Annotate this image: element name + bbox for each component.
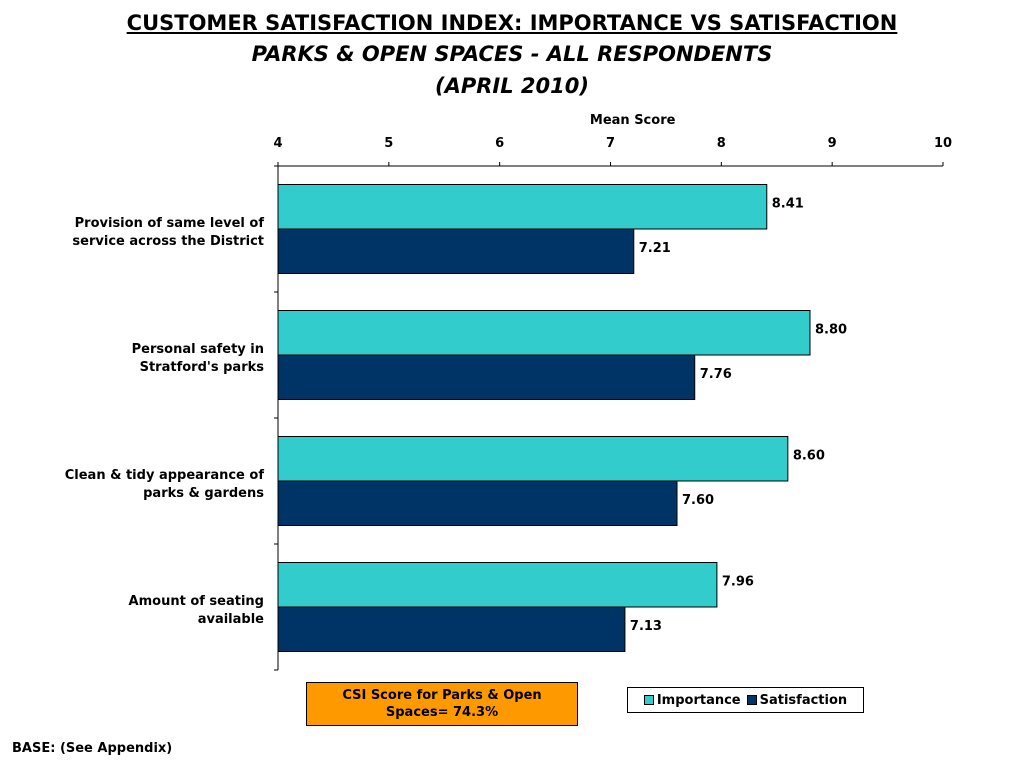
category-label-line: Clean & tidy appearance of bbox=[65, 468, 265, 483]
category-label-line: available bbox=[198, 612, 264, 627]
x-tick-label: 5 bbox=[384, 136, 393, 151]
category-label: Clean & tidy appearance of parks & garden… bbox=[65, 468, 265, 501]
category-label-line: Personal safety in bbox=[132, 342, 264, 357]
legend-swatch-importance bbox=[643, 695, 654, 705]
title-block: CUSTOMER SATISFACTION INDEX: IMPORTANCE … bbox=[0, 8, 1024, 102]
bar-satisfaction bbox=[277, 354, 696, 400]
legend: Importance Satisfaction bbox=[627, 687, 864, 713]
category-label: Personal safety in Stratford's parks bbox=[132, 342, 265, 375]
csi-score-box: CSI Score for Parks & Open Spaces= 74.3% bbox=[306, 682, 578, 726]
legend-label-satisfaction: Satisfaction bbox=[759, 692, 848, 708]
legend-item-importance: Importance bbox=[643, 692, 741, 708]
x-tick-label: 4 bbox=[273, 136, 282, 151]
data-label: 8.80 bbox=[815, 323, 847, 338]
bar-satisfaction bbox=[277, 228, 635, 274]
data-label: 7.60 bbox=[682, 493, 714, 508]
bar-importance bbox=[277, 184, 768, 230]
x-axis-title: Mean Score bbox=[590, 113, 676, 128]
data-label: 7.13 bbox=[630, 619, 662, 634]
x-tick-label: 6 bbox=[495, 136, 504, 151]
x-tick-label: 9 bbox=[828, 136, 837, 151]
x-tick-label: 8 bbox=[717, 136, 726, 151]
chart-title: CUSTOMER SATISFACTION INDEX: IMPORTANCE … bbox=[126, 11, 898, 35]
category-label-line: service across the District bbox=[72, 234, 264, 249]
legend-label-importance: Importance bbox=[656, 692, 741, 708]
chart-date: (APRIL 2010) bbox=[435, 74, 589, 98]
base-note: BASE: (See Appendix) bbox=[12, 741, 173, 756]
legend-swatch-satisfaction bbox=[746, 695, 757, 705]
bar-importance bbox=[277, 310, 811, 356]
chart-subtitle: PARKS & OPEN SPACES - ALL RESPONDENTS bbox=[251, 42, 773, 66]
bar-importance bbox=[277, 436, 789, 482]
category-label: Provision of same level of service across… bbox=[72, 216, 264, 249]
bar-satisfaction bbox=[277, 480, 678, 526]
csi-score-line2: Spaces= 74.3% bbox=[385, 705, 499, 720]
legend-item-satisfaction: Satisfaction bbox=[746, 692, 848, 708]
data-label: 7.76 bbox=[700, 367, 732, 382]
category-label: Amount of seating available bbox=[129, 594, 265, 627]
bar-satisfaction bbox=[277, 606, 626, 652]
x-tick-label: 7 bbox=[606, 136, 615, 151]
category-label-line: parks & gardens bbox=[143, 486, 264, 501]
data-label: 8.41 bbox=[772, 197, 804, 212]
x-tick-label: 10 bbox=[934, 136, 952, 151]
category-label-line: Amount of seating bbox=[129, 594, 264, 609]
category-label-line: Provision of same level of bbox=[75, 216, 265, 231]
data-label: 7.21 bbox=[639, 241, 671, 256]
csi-score-line1: CSI Score for Parks & Open bbox=[342, 688, 542, 703]
data-label: 7.96 bbox=[722, 575, 754, 590]
data-label: 8.60 bbox=[793, 449, 825, 464]
bar-importance bbox=[277, 562, 718, 608]
category-label-line: Stratford's parks bbox=[140, 360, 265, 375]
